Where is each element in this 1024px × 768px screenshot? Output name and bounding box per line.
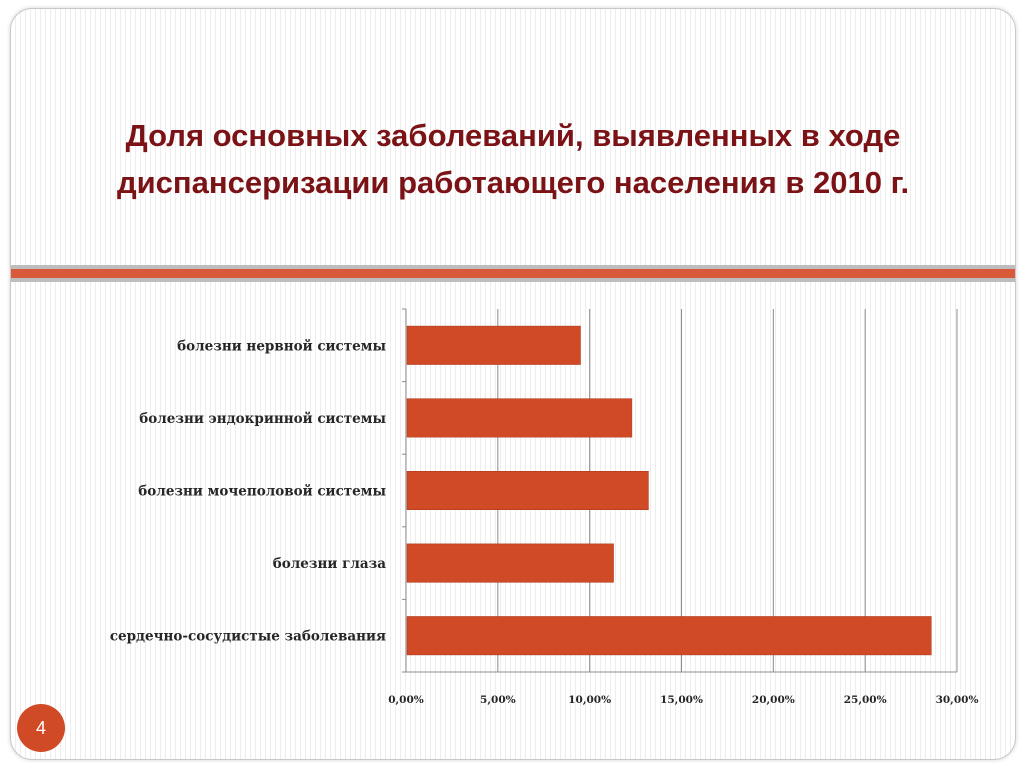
x-tick-label: 10,00% [568, 694, 611, 706]
slide-title-line-2: диспансеризации работающего населения в … [116, 165, 910, 200]
category-label: сердечно-сосудистые заболевания [110, 629, 386, 645]
x-tick-label: 25,00% [844, 694, 887, 706]
chart-bars [406, 325, 932, 656]
bar-chart: болезни нервной системы болезни эндокринн… [110, 308, 978, 706]
bar [406, 471, 649, 510]
chart-axes [402, 308, 957, 673]
x-tick-label: 20,00% [752, 694, 795, 706]
bar [406, 325, 581, 365]
bar [406, 543, 614, 583]
divider-red [11, 269, 1015, 278]
chart-category-labels: болезни нервной системы болезни эндокринн… [110, 338, 387, 644]
x-tick-label: 0,00% [388, 694, 424, 706]
x-tick-label: 5,00% [480, 694, 516, 706]
divider-gray-bottom [11, 278, 1015, 282]
divider-gray-top [11, 265, 1015, 269]
slide-title-line-1: Доля основных заболеваний, выявленных в … [125, 118, 901, 153]
slide-title: Доля основных заболеваний, выявленных в … [11, 112, 1015, 206]
category-label: болезни глаза [273, 556, 386, 572]
category-label: болезни эндокринной системы [139, 411, 386, 427]
category-label: болезни мочеполовой системы [138, 484, 386, 500]
slide: Доля основных заболеваний, выявленных в … [10, 8, 1016, 760]
x-tick-label: 15,00% [660, 694, 703, 706]
page-number-badge: 4 [17, 704, 65, 752]
bar [406, 616, 932, 656]
category-label: болезни нервной системы [177, 338, 386, 354]
x-tick-label: 30,00% [936, 694, 979, 706]
bar [406, 398, 633, 438]
chart-tick-labels: 0,00% 5,00% 10,00% 15,00% 20,00% 25,00% 30,00% [388, 694, 978, 706]
